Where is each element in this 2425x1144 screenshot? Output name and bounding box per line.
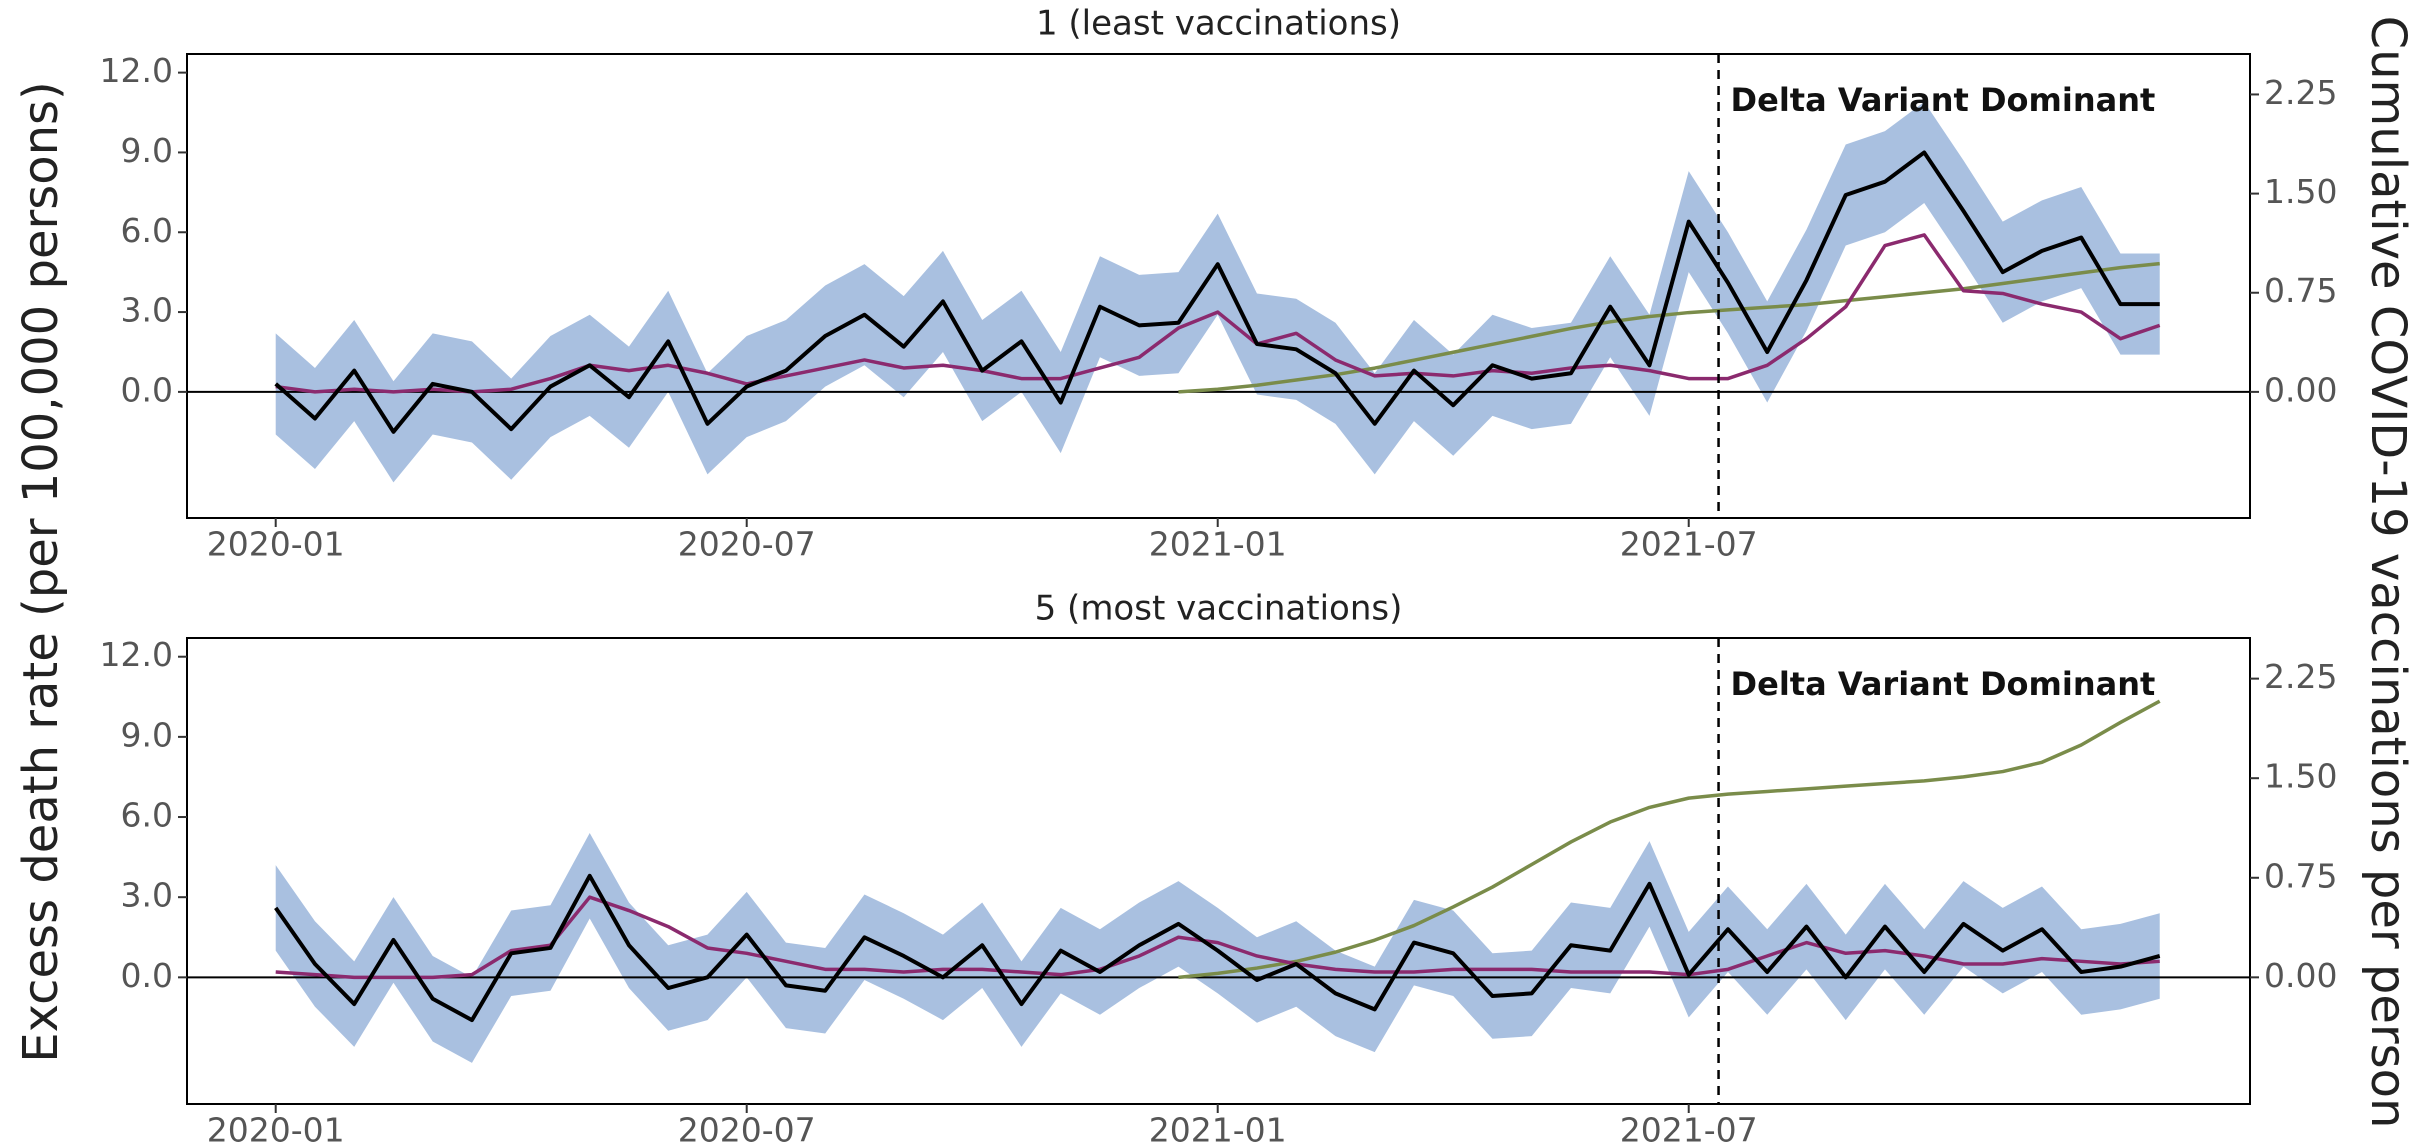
series-line [274, 150, 2160, 434]
annotation-text: Delta Variant Dominant [1731, 665, 2156, 703]
y-tick-label: 12.0 [100, 51, 173, 90]
series-line [1178, 261, 2160, 394]
y-tick-label: 6.0 [121, 796, 173, 835]
x-tick-label: 2021-07 [1620, 525, 1758, 564]
y-tick-label: 9.0 [121, 715, 173, 754]
y2-tick-label: 1.50 [2264, 172, 2337, 211]
series-line [275, 895, 2160, 980]
confidence-band [275, 833, 2160, 1063]
plot-frame [186, 637, 2251, 1105]
y2-tick-label: 0.00 [2264, 956, 2337, 995]
y2-tick-label: 0.75 [2264, 271, 2337, 310]
panel-title: 5 (most vaccinations) [1035, 589, 1403, 629]
x-tick-label: 2021-01 [1149, 525, 1287, 564]
y2-tick-label: 2.25 [2264, 657, 2337, 696]
x-tick-label: 2020-07 [678, 525, 816, 564]
y-tick-label: 0.0 [121, 956, 173, 995]
x-tick-label: 2021-01 [1149, 1111, 1287, 1144]
y2-tick-label: 1.50 [2264, 757, 2337, 796]
x-tick-label: 2021-07 [1620, 1111, 1758, 1144]
y2-tick-label: 0.00 [2264, 370, 2337, 409]
x-tick-label: 2020-07 [678, 1111, 816, 1144]
y-tick-label: 12.0 [100, 635, 173, 674]
y2-tick-label: 0.75 [2264, 856, 2337, 895]
y-tick-label: 6.0 [121, 211, 173, 250]
series-line [1178, 699, 2161, 980]
y2-tick-label: 2.25 [2264, 73, 2337, 112]
y-tick-label: 3.0 [121, 291, 173, 330]
y-tick-label: 9.0 [121, 131, 173, 170]
y-axis-title: Excess death rate (per 100,000 persons) [13, 81, 69, 1063]
x-tick-label: 2020-01 [207, 1111, 345, 1144]
confidence-band [275, 101, 2160, 483]
y2-axis-title: Cumulative COVID-19 vaccinations per per… [2360, 16, 2416, 1129]
y-tick-label: 0.0 [121, 370, 173, 409]
panel-title: 1 (least vaccinations) [1036, 4, 1401, 44]
series-line [274, 873, 2161, 1023]
y-tick-label: 3.0 [121, 876, 173, 915]
x-tick-label: 2020-01 [207, 525, 345, 564]
annotation-text: Delta Variant Dominant [1731, 81, 2156, 119]
